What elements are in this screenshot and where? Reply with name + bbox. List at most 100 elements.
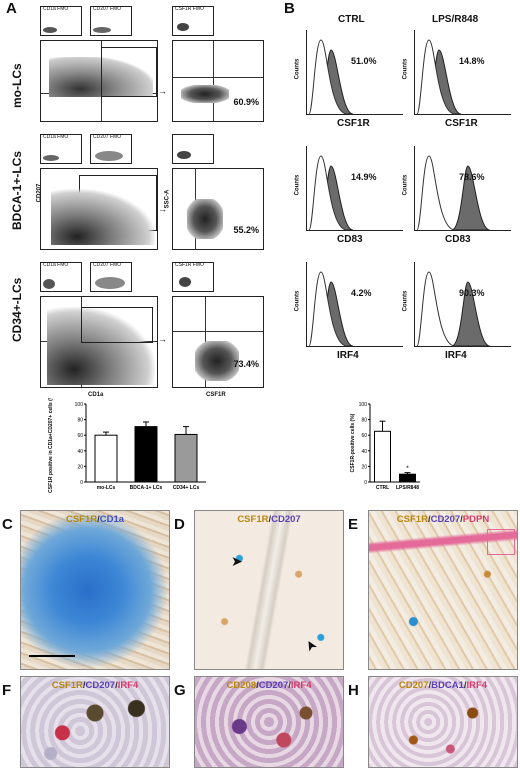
marker-label: CD83 xyxy=(337,234,363,245)
fmo-title: CD1a FMO xyxy=(43,262,69,268)
bar xyxy=(174,433,198,483)
dot-cloud xyxy=(179,277,191,287)
dot-cloud xyxy=(93,27,111,33)
micrograph-title: CD208/CD207/IRF4 xyxy=(195,680,343,691)
dot-cloud xyxy=(95,277,125,289)
category-label: BDCA-1+ LCs xyxy=(130,485,163,491)
dot-cloud xyxy=(43,279,55,289)
row-label-mo-lcs: mo-LCs xyxy=(10,63,24,108)
fmo-title: CD1a FMO xyxy=(43,6,69,12)
y-axis-label: Counts xyxy=(402,58,409,80)
arrow-row1: → xyxy=(158,86,167,96)
stain-label: IRF4 xyxy=(290,680,312,691)
title-separator: / xyxy=(82,680,86,691)
histogram-curves xyxy=(416,271,491,347)
title-separator: / xyxy=(427,514,431,525)
stained-curve xyxy=(451,281,491,347)
dot-cloud xyxy=(181,85,229,103)
title-separator: / xyxy=(463,680,467,691)
stain-label: CD208 xyxy=(226,680,257,691)
stain-label: CSF1R xyxy=(51,680,83,691)
panel-letter-a: A xyxy=(6,0,17,17)
percent-label: 78.6% xyxy=(459,172,485,182)
fmo-plot: CD207 FMO xyxy=(90,6,132,36)
y-tick-label: 0 xyxy=(364,480,367,486)
panel-letter-g: G xyxy=(174,682,186,699)
col-title-ctrl: CTRL xyxy=(338,14,365,25)
scatter-plot xyxy=(40,168,158,250)
dot-cloud xyxy=(47,307,155,385)
micrograph-title: CSF1R/CD207 xyxy=(195,514,343,525)
marker-label: IRF4 xyxy=(337,350,359,361)
stain-label: CSF1R xyxy=(237,514,269,525)
panel-letter-d: D xyxy=(174,516,185,533)
panel-letter-b: B xyxy=(284,0,295,17)
fmo-plot: CSF1R FMO xyxy=(172,262,214,292)
stain-label: IRF4 xyxy=(466,680,488,691)
micrograph-f: CSF1R/CD207/IRF4 xyxy=(20,676,170,768)
y-tick-label: 20 xyxy=(77,464,83,470)
title-separator: / xyxy=(268,514,272,525)
histogram-curves xyxy=(416,39,462,115)
histogram-curves xyxy=(308,155,354,231)
y-tick-label: 80 xyxy=(77,418,83,424)
y-tick-label: 60 xyxy=(361,433,367,439)
row-label-cd34-lcs: CD34+-LCs xyxy=(10,277,24,342)
micrograph-title: CD207/BDCA1/IRF4 xyxy=(369,680,517,691)
dot-cloud xyxy=(95,151,123,161)
bar xyxy=(94,434,118,483)
stain-label: PDPN xyxy=(462,514,490,525)
dot-cloud xyxy=(43,155,59,161)
category-label: mo-LCs xyxy=(97,485,116,491)
marker-label: CSF1R xyxy=(445,118,478,129)
inset-box xyxy=(487,529,515,555)
scatter-plot xyxy=(40,296,158,388)
arrow-row3: → xyxy=(158,334,167,344)
fmo-title: CSF1R FMO xyxy=(175,6,204,12)
axis-label-cd1a: CD1a xyxy=(88,392,104,398)
fmo-plot: CSF1R FMO xyxy=(172,6,214,36)
gate-box xyxy=(101,47,157,97)
stain-label: CSF1R xyxy=(65,514,98,525)
percent-label: 55.2% xyxy=(233,225,259,235)
percent-label: 60.9% xyxy=(233,97,259,107)
y-axis-label: CSF1R-positive cells (%) xyxy=(350,413,356,472)
y-axis-label: Counts xyxy=(294,58,301,80)
category-label: CD34+ LCs xyxy=(173,485,200,491)
fmo-title: CSF1R FMO xyxy=(175,262,204,268)
fmo-title: CD207 FMO xyxy=(93,6,122,12)
dot-cloud xyxy=(51,189,155,245)
gate-line-h xyxy=(173,331,263,332)
y-axis-label: Counts xyxy=(294,290,301,312)
percent-label: 90.3% xyxy=(459,288,485,298)
marker-label: CSF1R xyxy=(337,118,370,129)
dot-cloud xyxy=(187,199,223,239)
fmo-plot: CD1a FMO xyxy=(40,134,82,164)
scatter-plot xyxy=(40,40,158,122)
bar-chart-lc-types: 0 20 40 60 80 100 CSF1R positive in CD1a+CD207… xyxy=(48,398,206,493)
title-separator: / xyxy=(288,680,291,691)
scatter-plot: 73.4% xyxy=(172,296,264,388)
bar xyxy=(134,426,158,483)
histogram-curves xyxy=(308,271,354,347)
micrograph-e: CSF1R/CD207/PDPN xyxy=(368,510,518,670)
micrograph-title: CSF1R/CD207/IRF4 xyxy=(21,680,169,691)
dot-cloud xyxy=(43,27,57,33)
fmo-curve xyxy=(416,155,456,231)
histogram-plot: Counts 78.6% CD83 xyxy=(402,146,511,245)
dot-cloud xyxy=(195,341,239,381)
significance-marker: * xyxy=(406,466,409,473)
stain-label: CD207 xyxy=(271,514,301,525)
category-label: LPS/R848 xyxy=(396,485,419,491)
micrograph-g: CD208/CD207/IRF4 xyxy=(194,676,344,768)
fmo-title: CD207 FMO xyxy=(93,134,122,140)
micrograph-c: CSF1R/CD1a xyxy=(20,510,170,670)
fmo-plot xyxy=(172,134,214,164)
dot-cloud xyxy=(177,151,191,159)
fmo-curve xyxy=(308,39,348,115)
fmo-curve xyxy=(308,271,348,347)
micrograph-h: CD207/BDCA1/IRF4 xyxy=(368,676,518,768)
stain-label: CD1a xyxy=(99,514,125,525)
percent-label: 4.2% xyxy=(351,288,372,298)
